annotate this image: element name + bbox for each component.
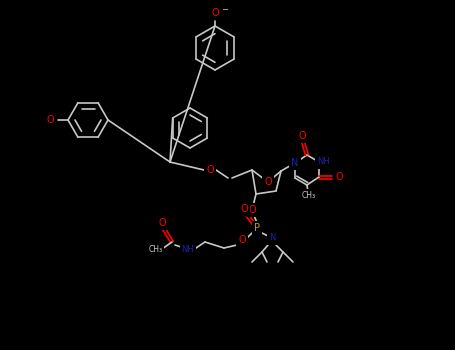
Text: O: O: [46, 115, 54, 125]
Text: CH₃: CH₃: [149, 245, 163, 253]
Text: CH₃: CH₃: [302, 190, 316, 199]
Text: NH: NH: [317, 158, 329, 167]
Text: O: O: [298, 131, 306, 141]
Text: N: N: [269, 233, 275, 243]
Text: N: N: [291, 158, 298, 168]
Text: NH: NH: [182, 245, 194, 254]
Text: P: P: [254, 223, 260, 233]
Text: O: O: [211, 8, 219, 18]
Text: O: O: [206, 165, 214, 175]
Text: O: O: [248, 205, 256, 215]
Text: O: O: [335, 172, 343, 182]
Text: O: O: [264, 177, 272, 187]
Text: O: O: [238, 235, 246, 245]
Text: O: O: [158, 218, 166, 228]
Text: ─: ─: [222, 5, 227, 14]
Text: O: O: [240, 204, 248, 214]
